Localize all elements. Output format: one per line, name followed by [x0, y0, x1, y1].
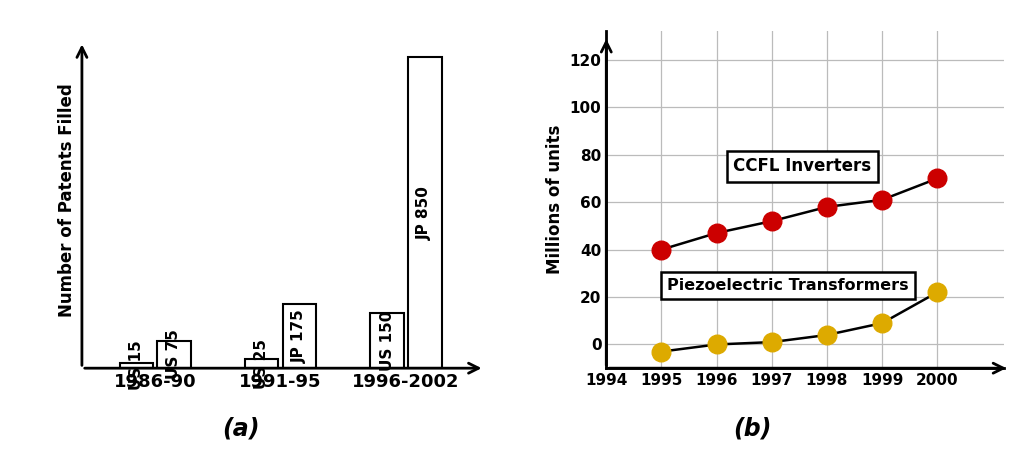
Text: CCFL Inverters: CCFL Inverters — [733, 157, 871, 176]
Text: US 75: US 75 — [167, 330, 181, 379]
Bar — [283, 304, 316, 368]
Point — [873, 320, 890, 327]
Bar — [409, 57, 441, 368]
Text: US 15: US 15 — [129, 340, 143, 390]
Point — [653, 246, 670, 253]
Text: JP 175: JP 175 — [292, 309, 307, 363]
Point — [653, 348, 670, 355]
Text: US 150: US 150 — [380, 311, 394, 371]
Y-axis label: Millions of units: Millions of units — [546, 125, 564, 274]
Point — [764, 339, 780, 346]
Text: (a): (a) — [222, 416, 259, 440]
Text: (b): (b) — [733, 416, 772, 440]
Point — [929, 175, 945, 182]
Text: US 25: US 25 — [254, 339, 269, 388]
Bar — [371, 313, 403, 368]
Bar — [120, 363, 153, 368]
Bar — [245, 359, 279, 368]
Y-axis label: Number of Patents Filled: Number of Patents Filled — [58, 83, 77, 317]
Text: Piezoelectric Transformers: Piezoelectric Transformers — [667, 278, 908, 293]
Point — [819, 331, 836, 339]
Point — [709, 229, 725, 237]
Point — [764, 218, 780, 225]
Point — [929, 289, 945, 296]
Text: JP 850: JP 850 — [418, 186, 432, 240]
Point — [819, 203, 836, 211]
Point — [709, 341, 725, 348]
Point — [873, 196, 890, 203]
Bar — [158, 341, 190, 368]
